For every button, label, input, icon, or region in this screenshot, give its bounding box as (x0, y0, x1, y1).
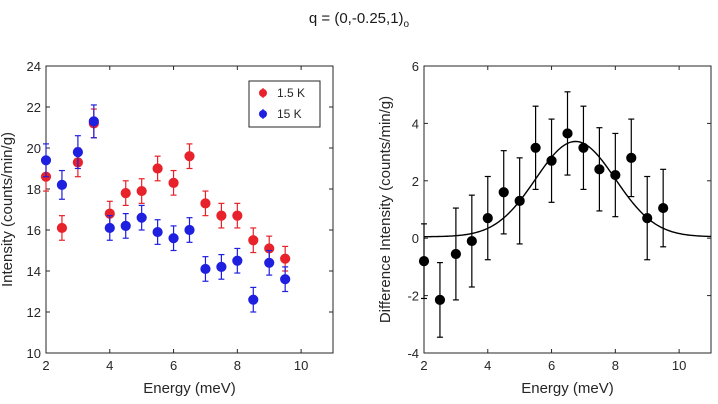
left-y-tick-label: 24 (27, 59, 41, 74)
left-y-tick-label: 12 (27, 305, 41, 320)
left-plot-frame (45, 65, 334, 354)
left-data-point (168, 233, 179, 244)
right-data-point (466, 235, 477, 247)
left-data-point (136, 212, 147, 223)
left-data-point (56, 179, 68, 190)
left-data-point (136, 185, 147, 197)
left-data-point (88, 116, 99, 127)
right-data-point (418, 256, 430, 267)
left-data-point (232, 210, 243, 221)
left-x-tick-label: 2 (42, 358, 49, 373)
right-data-point (610, 169, 621, 181)
figure-title: q = (0,-0.25,1)o (0, 10, 718, 30)
legend-label: 1.5 K (277, 86, 305, 100)
left-data-point (248, 235, 259, 246)
left-data-point (248, 294, 259, 305)
right-data-point (530, 142, 541, 153)
left-data-point (184, 224, 195, 236)
left-data-point (152, 226, 163, 238)
left-data-point (216, 210, 227, 221)
legend-box (248, 80, 321, 128)
left-data-point (168, 177, 179, 188)
right-data-point (514, 195, 525, 206)
right-chart: 2 4 6 8 10 -4 -2 0 2 4 6 Energy (meV) Difference Int… (377, 59, 712, 397)
right-data-point (626, 152, 637, 163)
right-y-tick-label: 6 (412, 59, 419, 74)
left-y-tick-label: 22 (27, 100, 41, 115)
right-x-tick-label: 2 (420, 358, 427, 373)
right-data-point (658, 202, 669, 214)
right-data-point (434, 294, 446, 306)
legend-marker (259, 89, 267, 97)
right-data-point (546, 155, 557, 166)
left-data-point (280, 274, 291, 285)
right-data-point (450, 248, 461, 260)
right-x-tick-label: 10 (672, 358, 686, 373)
left-x-tick-label: 6 (170, 358, 177, 373)
left-data-point (72, 147, 83, 158)
right-x-tick-label: 6 (548, 358, 555, 373)
right-data-point (578, 142, 589, 153)
left-data-point (184, 151, 195, 162)
right-data-point (498, 187, 509, 198)
left-series-1 (40, 104, 291, 313)
left-y-axis-label: Intensity (counts/min/g) (0, 132, 16, 287)
left-data-point (40, 155, 52, 166)
right-y-tick-label: -4 (407, 346, 419, 361)
right-x-axis-label: Energy (meV) (521, 380, 614, 397)
left-data-point (200, 263, 211, 275)
left-data-point (200, 198, 211, 209)
left-data-point (216, 261, 227, 272)
right-y-tick-label: 4 (412, 116, 419, 131)
right-data-point (482, 213, 493, 224)
figure-title-main: q = (0,-0.25,1) (308, 10, 404, 27)
right-data-point (642, 213, 653, 224)
left-y-tick-label: 10 (27, 346, 41, 361)
left-x-tick-label: 4 (106, 358, 113, 373)
left-data-point (56, 222, 68, 234)
left-y-tick-label: 16 (27, 223, 41, 238)
left-data-point (120, 188, 131, 199)
right-x-tick-label: 4 (484, 358, 491, 373)
legend-marker (259, 110, 267, 118)
right-y-axis-label: Difference Intensity (counts/min/g) (377, 96, 394, 323)
left-y-tick-label: 14 (27, 264, 41, 279)
left-series-0 (40, 108, 291, 272)
legend-label: 15 K (277, 107, 302, 121)
right-x-tick-label: 8 (612, 358, 619, 373)
left-data-point (104, 222, 115, 234)
left-x-axis-label: Energy (meV) (143, 380, 236, 397)
right-y-tick-label: 2 (412, 174, 419, 189)
left-data-point (152, 163, 163, 174)
left-data-point (280, 253, 291, 264)
right-y-tick-label: 0 (412, 231, 419, 246)
right-data-point (562, 128, 573, 139)
left-y-tick-label: 20 (27, 141, 41, 156)
right-data-point (594, 164, 605, 175)
left-data-point (120, 220, 131, 231)
right-plot-frame (423, 65, 712, 354)
left-x-tick-label: 10 (294, 358, 308, 373)
figure-title-subscript: o (403, 19, 410, 30)
left-data-point (232, 255, 243, 266)
right-y-tick-label: -2 (407, 289, 419, 304)
right-series-0 (418, 91, 669, 338)
left-legend: 1.5 K 15 K (248, 80, 321, 128)
left-data-point (264, 257, 275, 268)
left-y-tick-label: 18 (27, 182, 41, 197)
left-x-tick-label: 8 (234, 358, 241, 373)
